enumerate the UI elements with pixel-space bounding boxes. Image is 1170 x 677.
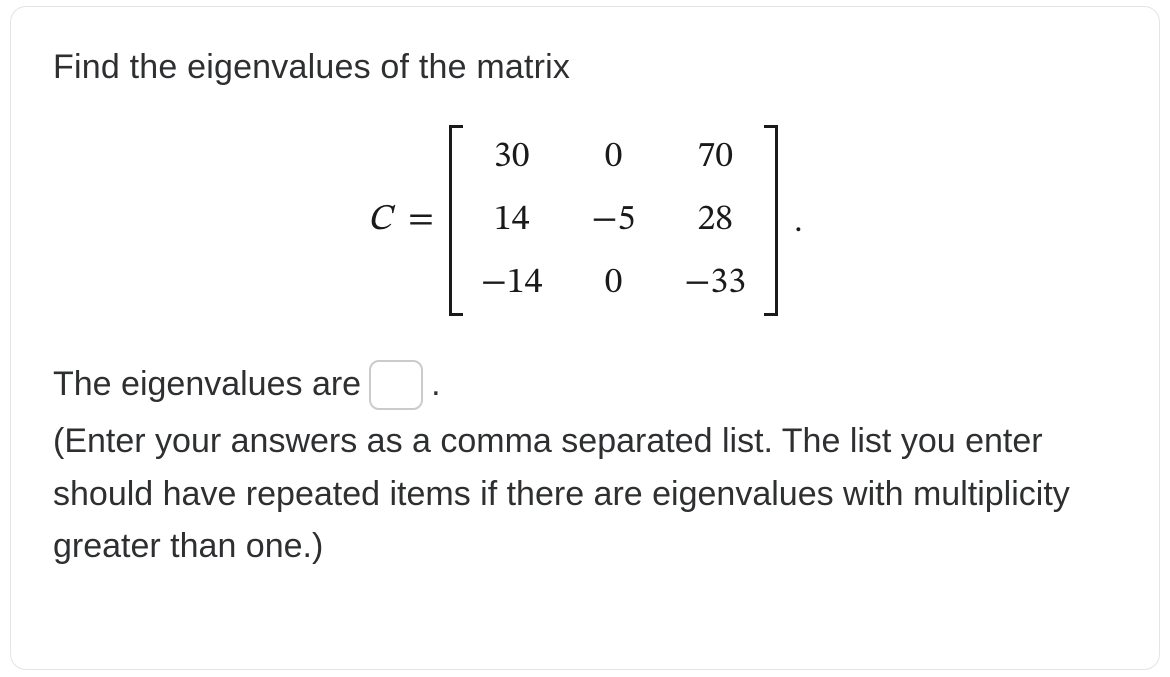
matrix-cell: −5 <box>585 198 643 243</box>
matrix-cell: 70 <box>685 135 747 180</box>
answer-label-after: . <box>431 358 440 411</box>
trailing-period: . <box>794 202 803 240</box>
matrix-variable: C <box>367 202 392 238</box>
matrix-cell: 14 <box>481 198 543 243</box>
left-bracket <box>449 125 463 316</box>
matrix-lhs: C = <box>367 198 435 243</box>
answer-label-before: The eigenvalues are <box>53 358 361 411</box>
matrix-cell: −33 <box>685 261 747 306</box>
matrix-cell: 28 <box>685 198 747 243</box>
equals-sign: = <box>399 202 435 238</box>
matrix-cell: 0 <box>585 135 643 180</box>
prompt-text: Find the eigenvalues of the matrix <box>53 45 1117 89</box>
answer-line: The eigenvalues are . <box>53 358 1117 411</box>
matrix-cell: −14 <box>481 261 543 306</box>
eigenvalues-input[interactable] <box>369 360 423 410</box>
matrix-grid: 30 0 70 14 −5 28 −14 0 −33 <box>469 125 758 316</box>
matrix-cell: 30 <box>481 135 543 180</box>
hint-text: (Enter your answers as a comma separated… <box>53 415 1117 573</box>
right-bracket <box>764 125 778 316</box>
matrix-equation: C = 30 0 70 14 −5 28 −14 0 −33 . <box>53 125 1117 316</box>
question-card: Find the eigenvalues of the matrix C = 3… <box>10 6 1160 670</box>
matrix-cell: 0 <box>585 261 643 306</box>
